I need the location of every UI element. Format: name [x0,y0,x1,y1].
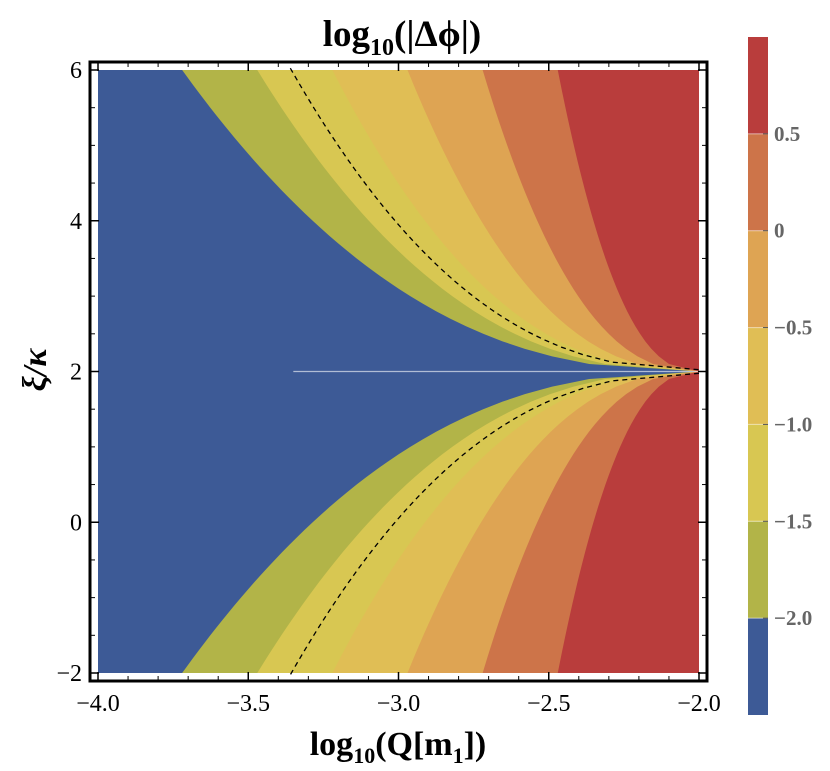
colorbar-segment [748,521,768,619]
y-tick-label: 4 [70,209,82,235]
colorbar-tick-label: −2.0 [774,606,812,630]
colorbar-tick-label: −1.5 [774,509,812,533]
contour-band [557,70,699,673]
y-tick-label: −2 [56,661,82,687]
dashed-contour [289,67,700,371]
colorbar-tick-label: 0 [774,219,785,243]
colorbar-tick-label: 0.5 [774,122,800,146]
x-tick-label: −3.5 [226,691,270,717]
axes: −4.0 −3.5 −3.0 −2.5 −2.0 −2 0 2 4 6 [56,58,720,717]
x-tick-label: −4.0 [76,691,120,717]
colorbar-tick-label: −0.5 [774,316,812,340]
colorbar-segment [748,230,768,328]
dashed-contours [289,67,700,676]
colorbar-tick-label: −1.0 [774,412,812,436]
x-tick-label: −2.5 [527,691,571,717]
colorbar-segment [748,327,768,425]
plot-area [98,70,699,673]
y-tick-label: 0 [70,510,82,536]
y-axis-label: ξ/κ [17,348,54,392]
colorbar-segment [748,424,768,522]
colorbar-segment [748,618,768,715]
x-tick-label: −3.0 [377,691,421,717]
x-tick-label: −2.0 [677,691,721,717]
x-axis-label: log10(Q[m1]) [310,726,487,768]
chart-title: log10(|Δϕ|) [323,14,482,61]
colorbar-segment [748,37,768,134]
colorbar: 0.5 0 −0.5 −1.0 −1.5 −2.0 [748,37,812,715]
y-tick-label: 6 [70,58,82,84]
dashed-contour [289,372,700,676]
colorbar-segment [748,133,768,231]
y-tick-label: 2 [70,360,82,386]
